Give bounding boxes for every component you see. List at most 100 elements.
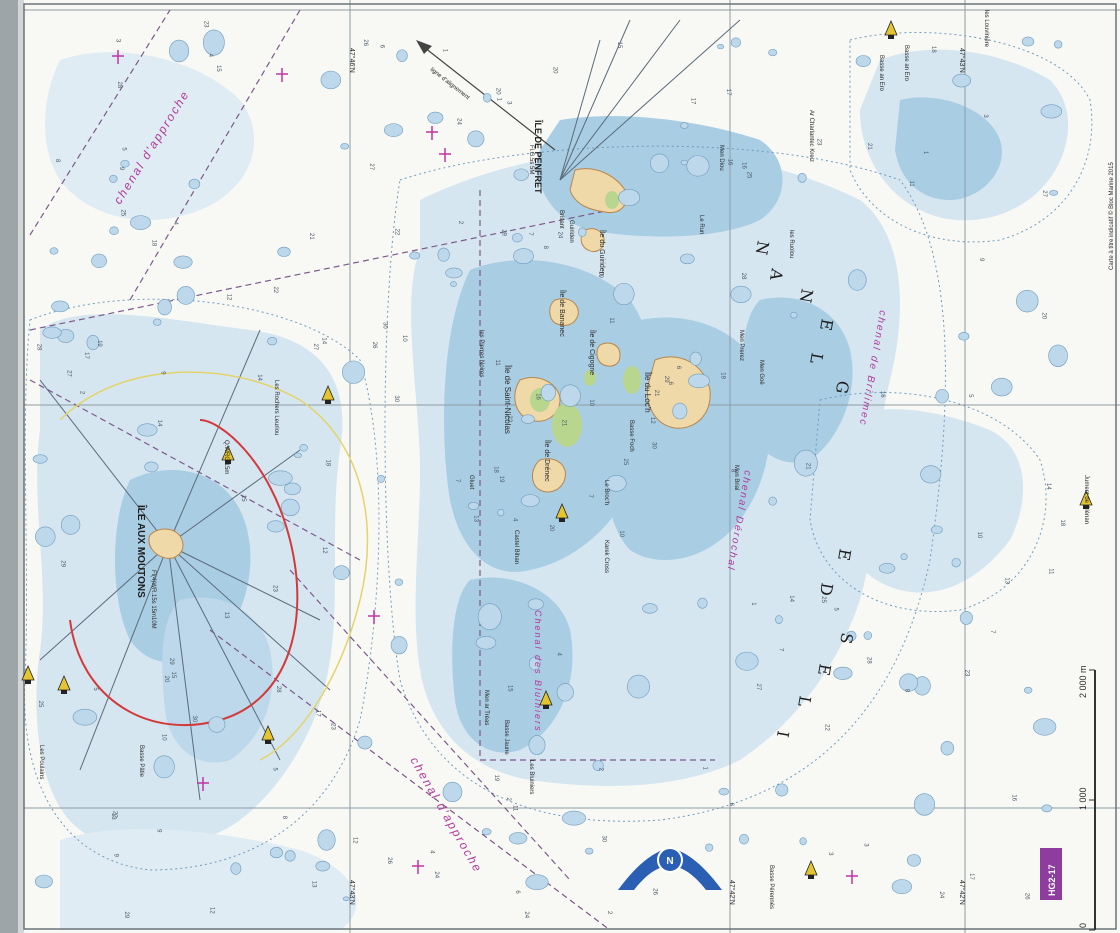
channel-line-d bbox=[209, 629, 611, 931]
depth-sounding: 22 bbox=[824, 724, 830, 731]
rock-bubble bbox=[130, 215, 152, 230]
rock-bubble bbox=[790, 311, 798, 319]
rock-bubble bbox=[878, 563, 896, 574]
rock-bubble bbox=[680, 159, 688, 166]
light-label: Fl(4)WR.15s 15m10M bbox=[150, 570, 156, 629]
rock-bubble bbox=[528, 656, 541, 671]
depth-sounding: 13 bbox=[472, 515, 478, 522]
anchor-symbol-5 bbox=[368, 610, 380, 624]
rock-bubble bbox=[293, 452, 302, 459]
rock-bubble bbox=[900, 553, 908, 561]
depth-sounding: 26 bbox=[386, 857, 392, 864]
rock-bubble bbox=[357, 735, 373, 750]
rock-bubble bbox=[42, 326, 62, 339]
rock-bubble bbox=[284, 850, 296, 862]
depth-sounding: 21 bbox=[804, 463, 810, 470]
anchor-symbol-3 bbox=[426, 126, 438, 140]
depth-sounding: 1 bbox=[441, 49, 447, 53]
rock-bubble bbox=[562, 810, 586, 826]
depth-sounding: 11 bbox=[494, 359, 500, 366]
depth-sounding: 27 bbox=[312, 343, 318, 350]
rock-bubble bbox=[497, 508, 505, 517]
light-label: Q.WRG.15m bbox=[223, 440, 229, 474]
leading-line-4 bbox=[559, 39, 601, 181]
rock-bubble bbox=[520, 494, 540, 507]
rock-bubble bbox=[592, 760, 604, 771]
lighthouse-icon bbox=[261, 724, 275, 744]
depth-sounding: 11 bbox=[608, 317, 614, 324]
depth-sounding: 11 bbox=[908, 181, 914, 188]
rock-bubble bbox=[525, 874, 549, 891]
land-guiriden bbox=[580, 228, 605, 253]
vegetation-5 bbox=[584, 370, 596, 386]
channel-lines bbox=[29, 9, 715, 931]
depth-contours bbox=[24, 32, 1093, 871]
depth-sounding: 14 bbox=[788, 595, 794, 602]
anchor-symbol-6 bbox=[846, 870, 858, 884]
vegetation-3 bbox=[623, 366, 641, 394]
depth-sounding: 21 bbox=[866, 143, 872, 150]
rock-bubble bbox=[188, 178, 201, 190]
region-letter: D bbox=[815, 581, 837, 601]
coordinate-label: 47°42'N bbox=[728, 880, 736, 905]
rock-bubble bbox=[120, 159, 130, 168]
rock-bubble bbox=[680, 122, 689, 129]
chart-badge: HG2-17 bbox=[1040, 848, 1062, 900]
rock-bubble bbox=[267, 337, 278, 346]
sector-line-3 bbox=[167, 544, 201, 801]
depth-sounding: 27 bbox=[65, 370, 71, 377]
depth-sounding: 14 bbox=[321, 337, 327, 344]
anchor-symbol-4 bbox=[439, 148, 451, 162]
rock-bubble bbox=[540, 383, 556, 402]
depth-sounding: 18 bbox=[1059, 519, 1065, 526]
depth-sounding: 6 bbox=[378, 45, 384, 49]
depth-sounding: 21 bbox=[308, 233, 314, 240]
page-binding-shadow bbox=[0, 0, 18, 933]
rock-bubble bbox=[935, 388, 949, 404]
depth-sounding: 1 bbox=[701, 767, 707, 771]
depth-sounding: 18 bbox=[930, 46, 936, 53]
rock-bubble bbox=[109, 174, 118, 183]
island-label: Île de Saint-Nicolas bbox=[503, 364, 512, 434]
coordinate-label: 47°43'N bbox=[958, 48, 966, 73]
light-label: Fl.G.5s 5M bbox=[528, 145, 534, 174]
rock-bubble bbox=[72, 708, 98, 726]
depth-sounding: 30 bbox=[393, 395, 399, 402]
depth-sounding: 9 bbox=[112, 854, 118, 858]
feature-label: Men Brial bbox=[733, 465, 739, 490]
depth-sounding: 19 bbox=[597, 271, 603, 278]
rock-bubble bbox=[991, 377, 1013, 397]
depth-sounding: 16 bbox=[740, 162, 746, 169]
depth-sounding: 20 bbox=[495, 88, 501, 95]
region-letter: E bbox=[815, 317, 836, 336]
depth-sounding: 26 bbox=[362, 39, 368, 46]
depth-sounding: 20 bbox=[548, 525, 554, 532]
rock-bubble bbox=[738, 834, 749, 845]
depth-sounding: 29 bbox=[123, 912, 129, 919]
land-moutons bbox=[148, 528, 184, 559]
depth-sounding: 2 bbox=[505, 798, 511, 802]
depth-sounding: 12 bbox=[209, 907, 215, 914]
leading-line-2 bbox=[559, 19, 741, 181]
rocks-loch bbox=[604, 317, 771, 560]
coordinate-label: 47°42'N bbox=[958, 880, 966, 905]
depth-sounding: 2 bbox=[597, 768, 603, 772]
depth-sounding: 4 bbox=[428, 850, 434, 854]
rock-bubble bbox=[559, 384, 581, 407]
depth-sounding: 15 bbox=[616, 42, 622, 49]
depth-sounding: 17 bbox=[315, 710, 321, 717]
depth-sounding: 10 bbox=[401, 335, 407, 342]
rock-bubble bbox=[718, 787, 730, 796]
region-letter: E bbox=[813, 662, 834, 681]
depth-sounding: 4 bbox=[207, 54, 213, 58]
depth-sounding: 27 bbox=[1041, 190, 1047, 197]
rock-bubble bbox=[689, 351, 702, 366]
depth-sounding: 19 bbox=[719, 372, 725, 379]
island-label: Île de Cigogne bbox=[588, 329, 597, 375]
feature-label: Basse an Ero bbox=[878, 55, 884, 92]
light-sectors bbox=[39, 329, 331, 801]
rock-bubble bbox=[512, 233, 523, 243]
channel-line-f bbox=[29, 379, 361, 561]
rock-bubble bbox=[920, 465, 942, 484]
depth-sounding: 5 bbox=[272, 767, 278, 771]
